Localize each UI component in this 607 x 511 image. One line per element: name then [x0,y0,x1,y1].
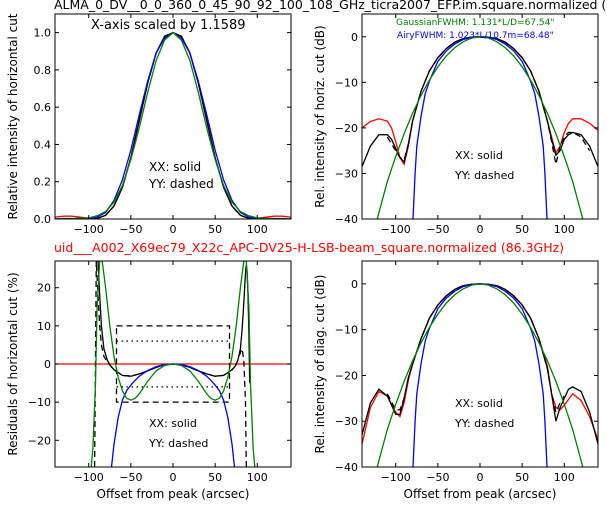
annotation-text: XX: solid [455,397,503,410]
x-tick-label: −50 [426,471,449,484]
series-black-dashed-line [386,283,565,415]
plot-frame [361,260,599,468]
annotation-text: X-axis scaled by 1.1589 [91,18,246,33]
x-tick-label: 50 [208,223,222,236]
figure-top-title: ALMA_0_DV__0_0_360_0_45_90_92_100_108_GH… [54,0,606,12]
y-tick-label: −40 [335,213,358,226]
y-tick-label: 10 [37,320,51,333]
y-tick-label: −10 [28,396,51,409]
x-tick-label: 0 [170,223,177,236]
annotation-text: AiryFWHM: 1.023*L/10.7m=68.48" [397,31,554,41]
annotation-text: YY: dashed [454,169,514,182]
x-tick-label: −100 [381,223,411,236]
chart-panel-tl: −100 −50 0 50 100 0.0 0.2 0.4 0.6 0.8 1.0 Relative … [6,13,292,236]
x-tick-label: −100 [381,471,411,484]
y-tick-label: 0.2 [34,176,52,189]
y-tick-label: 0.4 [34,138,52,151]
y-tick-label: 1.0 [34,27,52,40]
y-tick-label: 0 [351,31,358,44]
annotation-text: XX: solid [149,160,201,174]
series-black-dashed-line [386,36,591,165]
x-tick-label: −50 [119,471,142,484]
x-tick-label: 0 [170,471,177,484]
series-black-dashed-line [55,31,291,219]
annotation-text: YY: dashed [148,437,208,450]
series-green-solid-line [376,283,584,467]
y-axis-label: Residuals of horizontal cut (%) [6,272,20,455]
x-tick-label: 0 [477,471,484,484]
x-tick-label: 0 [477,223,484,236]
annotation-text: GaussianFWHM: 1.131*L/D=67.54" [396,18,554,28]
x-tick-label: 100 [247,223,268,236]
series-black-solid-line [55,31,291,219]
y-tick-label: 20 [37,282,51,295]
x-tick-label: −100 [74,471,104,484]
series-green-solid-line [376,36,584,219]
series-group [55,31,291,219]
y-tick-label: 0 [351,278,358,291]
y-tick-label: −10 [335,76,358,89]
y-tick-label: −30 [335,167,358,180]
x-tick-label: −100 [74,223,104,236]
x-tick-label: 100 [247,471,268,484]
x-tick-label: 50 [515,223,529,236]
y-axis-label: Rel. intensity of diag. cut (dB) [313,275,327,454]
x-tick-label: 50 [515,471,529,484]
series-green-solid-line [90,261,256,467]
y-tick-label: 0.0 [34,213,52,226]
y-tick-label: −40 [335,461,358,474]
y-tick-label: −20 [335,369,358,382]
annotation-text: XX: solid [455,149,503,162]
series-group [362,36,598,219]
x-tick-label: 100 [554,471,575,484]
y-tick-label: 0.6 [34,101,52,114]
y-axis-label: Rel. intensity of horiz. cut (dB) [313,25,327,207]
series-group [55,261,291,467]
x-axis-label: Offset from peak (arcsec) [404,487,557,501]
y-tick-label: 0.8 [34,64,52,77]
x-axis-label: Offset from peak (arcsec) [97,487,250,501]
y-tick-label: −20 [335,122,358,135]
series-green-solid-line [55,31,291,219]
annotation-text: YY: dashed [148,177,214,191]
y-tick-label: −10 [335,324,358,337]
x-tick-label: 50 [208,471,222,484]
y-tick-label: −30 [335,415,358,428]
figure-mid-title: uid___A002_X69ec79_X22c_APC-DV25-H-LSB-b… [54,240,564,255]
annotation-text: XX: solid [149,417,197,430]
y-axis-label: Relative intensity of horizontal cut [6,13,20,219]
x-tick-label: −50 [426,223,449,236]
y-tick-label: 0 [44,358,51,371]
y-tick-label: −20 [28,434,51,447]
annotation-text: YY: dashed [454,417,514,430]
series-blue-solid-line [55,31,291,219]
series-black-dashed-line [115,325,231,403]
plot-frame [361,13,599,220]
series-blue-solid-line [110,363,236,467]
x-tick-label: −50 [119,223,142,236]
series-group [362,283,598,467]
x-tick-label: 100 [554,223,575,236]
